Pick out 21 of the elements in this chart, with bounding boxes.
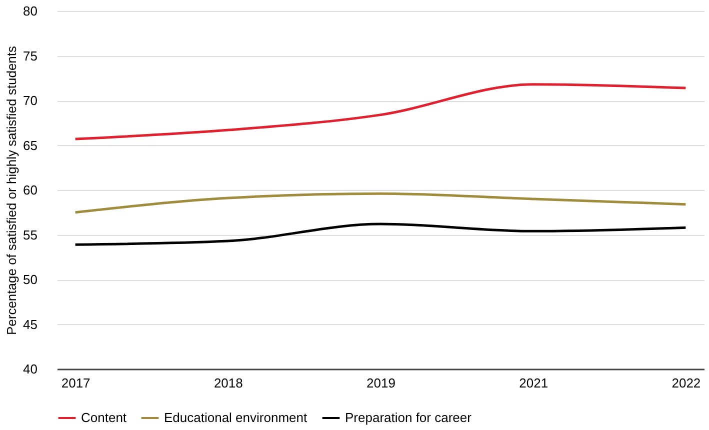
x-tick-label: 2022 <box>672 376 701 390</box>
y-tick-label: 60 <box>23 182 38 198</box>
y-tick-label: 40 <box>23 362 38 376</box>
y-tick-label: 50 <box>23 272 38 287</box>
legend-label: Preparation for career <box>345 410 472 425</box>
y-tick-label: 65 <box>23 138 38 153</box>
y-tick-label: 70 <box>23 93 38 108</box>
legend-label: Educational environment <box>164 410 308 425</box>
line-series <box>74 83 687 140</box>
line-series <box>74 222 687 246</box>
x-tick-label: 2018 <box>214 376 243 390</box>
x-tick-label: 2019 <box>366 376 396 390</box>
legend-label: Content <box>81 410 127 425</box>
y-tick-label: 75 <box>23 48 38 64</box>
y-tick-label: 45 <box>23 316 38 332</box>
line-series <box>74 192 687 214</box>
x-tick-label: 2017 <box>61 376 90 390</box>
x-tick-label: 2021 <box>519 376 548 390</box>
y-tick-label: 80 <box>23 4 38 18</box>
y-tick-label: 55 <box>23 227 38 242</box>
y-axis-title: Percentage of satisfied or highly satisfied students <box>4 45 20 336</box>
